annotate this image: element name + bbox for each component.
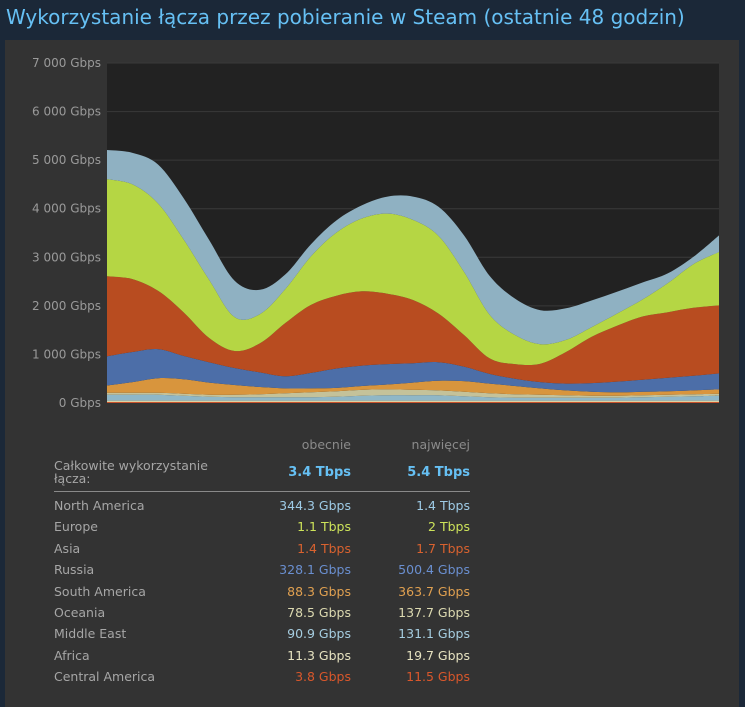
area-series-oceania [107, 389, 719, 398]
region-max-oceania: 137.7 Gbps [398, 605, 470, 620]
y-tick-label: 5 000 Gbps [32, 153, 101, 167]
region-current-north-america: 344.3 Gbps [279, 498, 351, 513]
region-name-africa: Africa [54, 647, 90, 663]
y-tick-label: 0 Gbps [59, 396, 101, 410]
y-tick-label: 2 000 Gbps [32, 299, 101, 313]
region-max-north-america: 1.4 Tbps [416, 498, 470, 513]
region-current-africa: 11.3 Gbps [287, 647, 351, 663]
region-name-central-america: Central America [54, 669, 156, 685]
region-max-russia: 500.4 Gbps [398, 562, 470, 578]
region-current-russia: 328.1 Gbps [279, 562, 351, 578]
area-series-africa [107, 400, 719, 403]
region-name-middle-east: Middle East [54, 626, 127, 642]
region-name-europe: Europe [54, 519, 98, 535]
y-tick-label: 3 000 Gbps [32, 250, 101, 264]
region-max-africa: 19.7 Gbps [406, 647, 470, 663]
area-series-south-america [107, 378, 719, 396]
region-current-middle-east: 90.9 Gbps [287, 626, 351, 642]
y-tick-label: 6 000 Gbps [32, 105, 101, 119]
total-current: 3.4 Tbps [288, 465, 351, 480]
region-max-middle-east: 131.1 Gbps [398, 626, 470, 642]
area-series-central-america [107, 402, 719, 403]
region-current-europe: 1.1 Tbps [297, 519, 351, 535]
chart-panel: 0 Gbps 1 000 Gbps 2 000 Gbps 3 000 Gbps 4 00… [5, 40, 739, 707]
y-tick-label: 7 000 Gbps [32, 56, 101, 70]
area-series-russia [107, 348, 719, 393]
area-series [107, 149, 719, 403]
column-header-max: najwięcej [411, 437, 470, 452]
region-name-asia: Asia [54, 540, 81, 556]
total-label: Całkowite wykorzystanie łącza: [54, 458, 208, 486]
divider [54, 491, 470, 492]
region-current-asia: 1.4 Tbps [297, 540, 351, 556]
region-name-oceania: Oceania [54, 605, 106, 620]
area-series-middle-east [107, 394, 719, 401]
area-chart: 0 Gbps 1 000 Gbps 2 000 Gbps 3 000 Gbps 4 00… [32, 56, 719, 410]
region-name-south-america: South America [54, 583, 146, 599]
region-max-south-america: 363.7 Gbps [398, 583, 470, 599]
region-name-russia: Russia [54, 562, 95, 578]
region-current-oceania: 78.5 Gbps [287, 605, 351, 620]
area-series-asia [107, 276, 719, 384]
region-max-europe: 2 Tbps [428, 519, 470, 535]
y-tick-label: 1 000 Gbps [32, 347, 101, 361]
region-current-central-america: 3.8 Gbps [295, 669, 351, 685]
y-tick-label: 4 000 Gbps [32, 202, 101, 216]
area-series-north-america [107, 149, 719, 345]
area-series-europe [107, 179, 719, 365]
region-max-asia: 1.7 Tbps [416, 540, 470, 556]
column-header-current: obecnie [301, 437, 351, 452]
page-title: Wykorzystanie łącza przez pobieranie w S… [6, 5, 685, 29]
region-max-central-america: 11.5 Gbps [406, 669, 470, 685]
region-name-north-america: North America [54, 498, 145, 513]
total-max: 5.4 Tbps [407, 465, 470, 480]
y-axis-labels: 0 Gbps 1 000 Gbps 2 000 Gbps 3 000 Gbps 4 00… [32, 56, 101, 410]
region-current-south-america: 88.3 Gbps [287, 583, 351, 599]
